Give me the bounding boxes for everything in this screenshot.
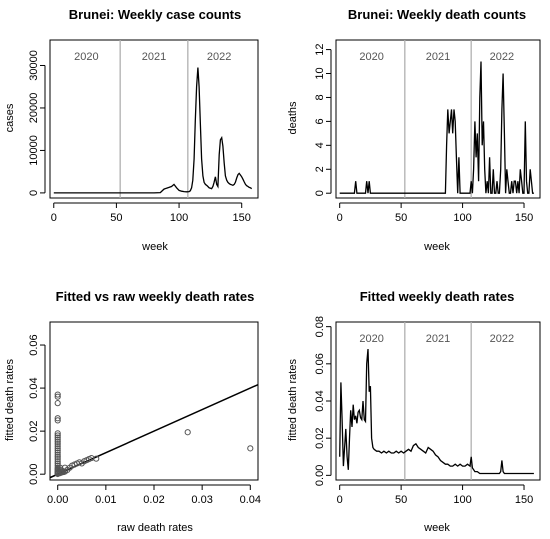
y-tick-label: 6: [314, 118, 326, 124]
x-tick-label: 0.04: [240, 494, 261, 506]
panel-title: Brunei: Weekly death counts: [348, 7, 526, 22]
x-tick-label: 0: [337, 494, 343, 506]
x-tick-label: 0: [51, 212, 57, 224]
x-tick-label: 0.00: [47, 494, 68, 506]
year-label: 2020: [74, 51, 98, 63]
year-label: 2022: [490, 333, 514, 345]
year-label: 2022: [490, 51, 514, 63]
year-label: 2021: [142, 51, 166, 63]
data-point: [54, 434, 61, 441]
x-axis-label: week: [423, 522, 450, 534]
x-tick-label: 50: [110, 212, 122, 224]
x-axis-label: week: [141, 241, 168, 253]
x-axis-label: week: [423, 241, 450, 253]
y-tick-label: 0.08: [314, 316, 326, 337]
data-point: [54, 447, 61, 454]
y-tick-label: 0.02: [28, 420, 40, 441]
year-label: 2020: [359, 333, 383, 345]
data-point: [61, 468, 69, 475]
data-point: [54, 443, 61, 450]
data-point: [54, 436, 61, 443]
panel-title: Brunei: Weekly case counts: [69, 7, 241, 22]
y-tick-label: 10: [314, 67, 326, 79]
y-tick-label: 0.04: [28, 377, 40, 398]
y-tick-label: 0.04: [314, 390, 326, 411]
y-tick-label: 12: [314, 43, 326, 55]
data-point: [54, 400, 61, 407]
panel-title: Fitted weekly death rates: [360, 289, 515, 304]
data-point: [247, 445, 254, 452]
series-line: [339, 348, 534, 475]
year-label: 2022: [207, 51, 231, 63]
y-tick-label: 0: [28, 190, 40, 196]
plot-frame: [49, 39, 259, 199]
series-line: [339, 61, 534, 194]
x-tick-label: 0.01: [95, 494, 116, 506]
y-tick-label: 2: [314, 166, 326, 172]
x-tick-label: 100: [453, 494, 471, 506]
x-tick-label: 150: [515, 212, 533, 224]
y-tick-label: 4: [314, 142, 326, 148]
panel-death-counts: Brunei: Weekly death counts week deaths …: [287, 7, 541, 253]
plot-frame: [49, 321, 259, 481]
x-tick-label: 150: [515, 494, 533, 506]
data-point: [54, 415, 61, 422]
x-tick-label: 150: [233, 212, 251, 224]
data-point: [54, 453, 61, 461]
panel-fitted-vs-raw: Fitted vs raw weekly death rates raw dea…: [4, 289, 261, 534]
data-point: [93, 455, 100, 462]
y-tick-label: 0.06: [28, 334, 40, 355]
data-point: [59, 468, 66, 476]
y-tick-label: 30000: [28, 50, 40, 81]
panel-case-counts: Brunei: Weekly case counts week cases 0 5…: [4, 7, 259, 253]
data-point: [54, 430, 61, 437]
plot-frame: [335, 39, 541, 199]
x-tick-label: 100: [170, 212, 188, 224]
y-tick-label: 10000: [28, 135, 40, 166]
x-tick-label: 50: [395, 212, 407, 224]
y-axis-label: cases: [4, 103, 16, 132]
panel-fitted-rates: Fitted weekly death rates week fitted de…: [287, 289, 541, 534]
year-label: 2020: [359, 51, 383, 63]
y-tick-label: 0.00: [28, 463, 40, 484]
x-tick-label: 0.02: [143, 494, 164, 506]
x-tick-label: 100: [453, 212, 471, 224]
y-axis-label: fitted death rates: [4, 359, 16, 441]
year-label: 2021: [426, 51, 450, 63]
y-tick-label: 0.06: [314, 353, 326, 374]
y-tick-label: 20000: [28, 93, 40, 124]
data-point: [54, 438, 61, 445]
data-point: [54, 417, 61, 424]
data-point: [54, 393, 61, 400]
series-line: [53, 67, 253, 194]
data-point: [54, 432, 61, 439]
y-tick-label: 0.02: [314, 427, 326, 448]
y-tick-label: 0: [314, 190, 326, 196]
plot-frame: [335, 321, 541, 481]
data-point: [184, 429, 191, 436]
data-point: [54, 456, 61, 463]
x-tick-label: 0.03: [191, 494, 212, 506]
x-tick-label: 0: [337, 212, 343, 224]
data-point: [54, 451, 61, 458]
y-tick-label: 8: [314, 94, 326, 100]
data-point: [54, 445, 61, 452]
data-point: [54, 440, 61, 448]
data-point: [54, 458, 61, 465]
y-axis-label: deaths: [287, 101, 299, 135]
x-axis-label: raw death rates: [117, 522, 193, 534]
data-point: [54, 391, 61, 398]
y-axis-label: fitted death rates: [287, 359, 299, 441]
year-label: 2021: [426, 333, 450, 345]
y-tick-label: 0.00: [314, 465, 326, 486]
panel-title: Fitted vs raw weekly death rates: [56, 289, 255, 304]
x-tick-label: 50: [395, 494, 407, 506]
data-point: [54, 449, 61, 456]
